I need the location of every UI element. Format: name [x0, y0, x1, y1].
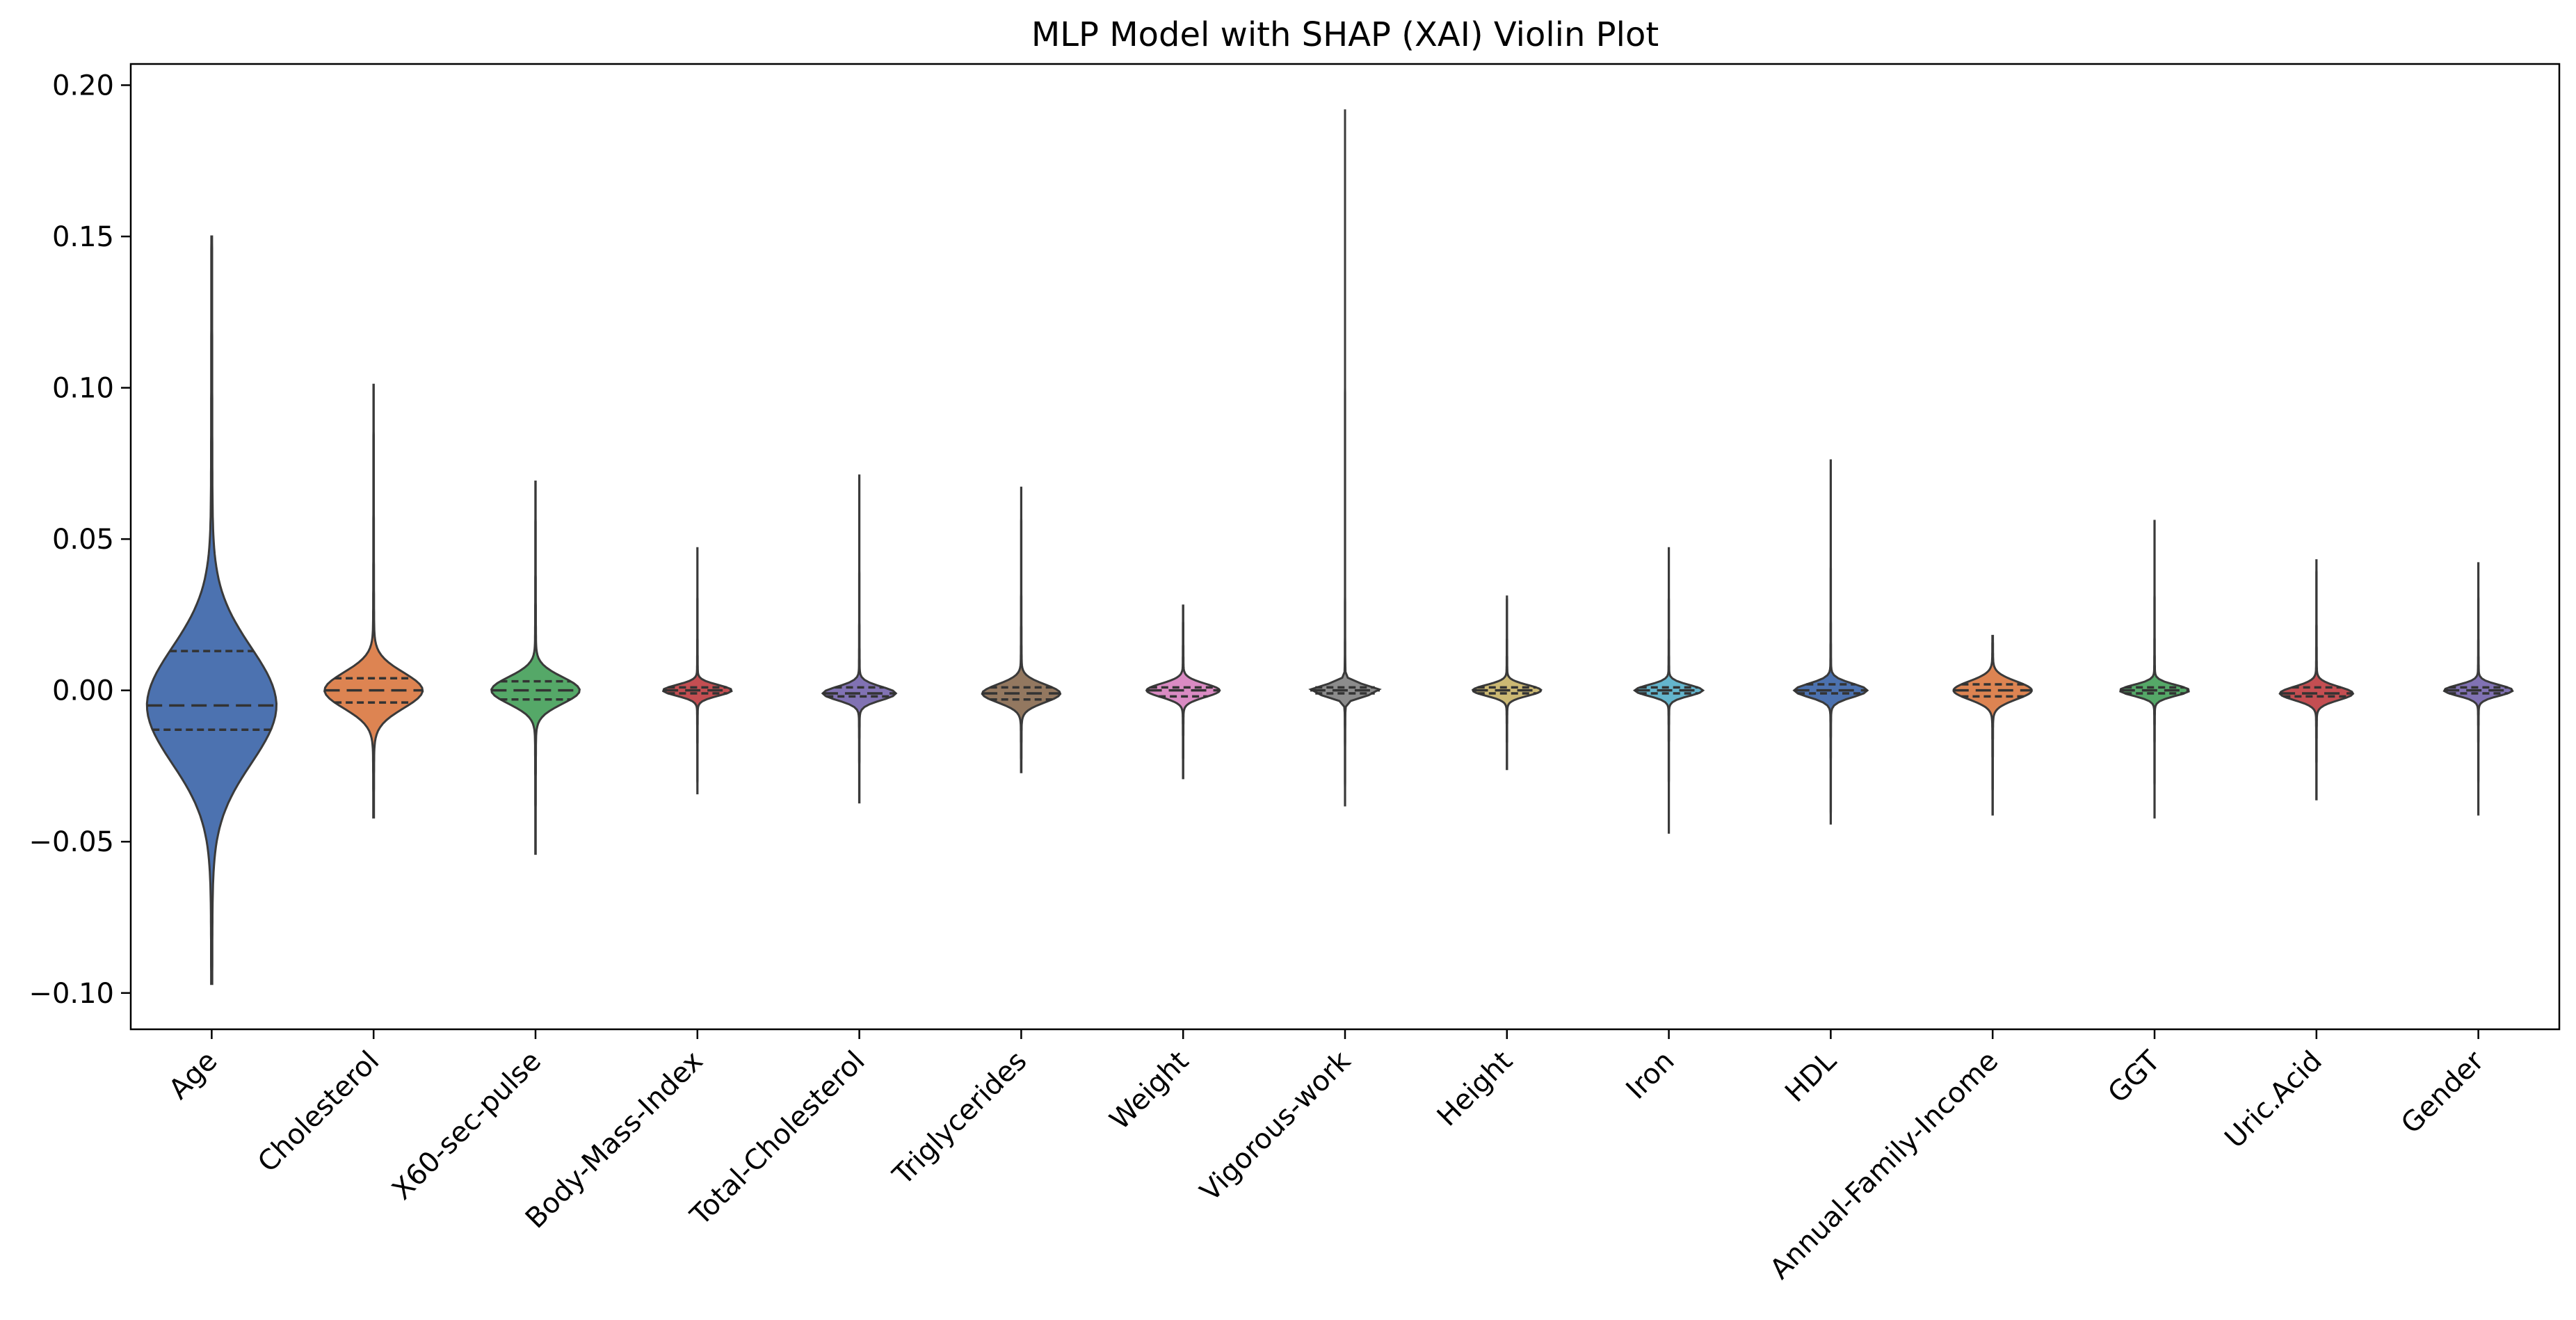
- y-tick-label: 0.10: [52, 373, 114, 405]
- violin-body: [2119, 520, 2190, 819]
- violin-body: [2442, 562, 2514, 816]
- violin-body: [1952, 634, 2033, 816]
- violin-gender: [2442, 562, 2514, 816]
- violin-annual-family-income: [1952, 634, 2033, 816]
- y-axis: −0.10 −0.05 0.00 0.05 0.10 0.15 0.20: [29, 70, 131, 1010]
- y-tick-label: −0.05: [29, 826, 114, 858]
- violin-vigorous-work: [1308, 109, 1382, 807]
- violin-height: [1471, 595, 1543, 771]
- violin-body: [1792, 459, 1869, 825]
- violin-body: [1308, 109, 1382, 807]
- violin-cholesterol: [323, 383, 424, 819]
- y-tick-label: −0.10: [29, 978, 114, 1010]
- violin-uric-acid: [2278, 559, 2355, 800]
- plot-frame: [129, 63, 2561, 1031]
- violin-x60-sec-pulse: [490, 481, 581, 855]
- y-tick-label: 0.00: [52, 675, 114, 707]
- chart-title: MLP Model with SHAP (XAI) Violin Plot: [1031, 15, 1659, 54]
- y-tick-label: 0.15: [52, 221, 114, 253]
- violins-layer: [145, 109, 2514, 985]
- y-tick-label: 0.20: [52, 70, 114, 102]
- violin-weight: [1145, 604, 1221, 780]
- y-tick-label: 0.05: [52, 524, 114, 556]
- violin-iron: [1632, 547, 1705, 834]
- violin-ggt: [2119, 520, 2190, 819]
- violin-body: [661, 547, 733, 795]
- violin-body: [1145, 604, 1221, 780]
- violin-body-mass-index: [661, 547, 733, 795]
- violin-triglycerides: [981, 486, 1062, 773]
- violin-body: [1471, 595, 1543, 771]
- violin-body: [323, 383, 424, 819]
- violin-body: [2278, 559, 2355, 800]
- violin-body: [145, 235, 278, 985]
- violin-body: [981, 486, 1062, 773]
- violin-hdl: [1792, 459, 1869, 825]
- violin-body: [490, 481, 581, 855]
- violin-age: [145, 235, 278, 985]
- violin-total-cholesterol: [821, 474, 898, 804]
